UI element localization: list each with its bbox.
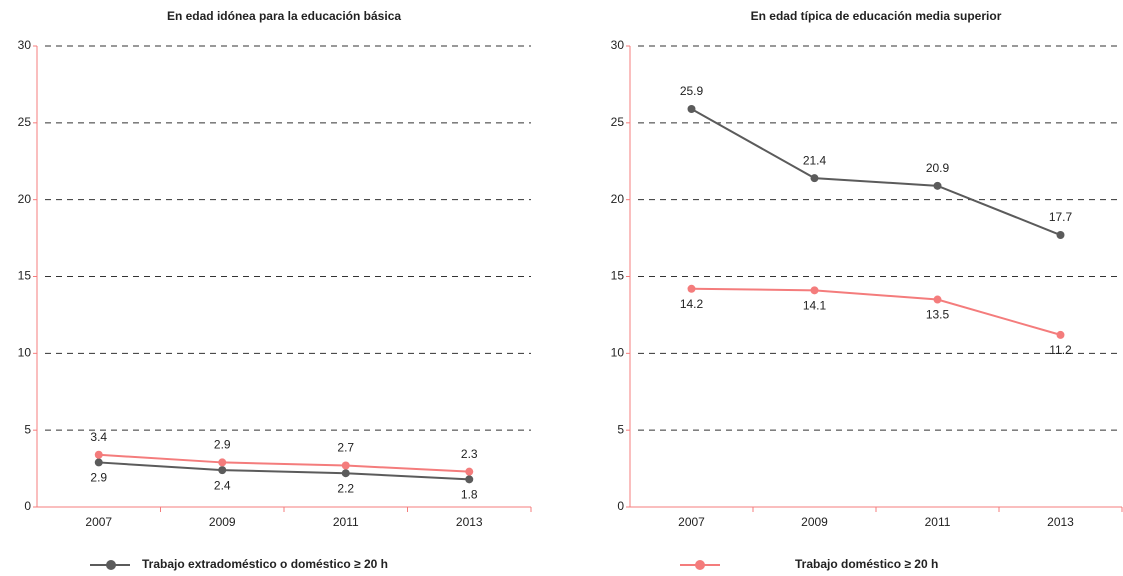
point [218,466,227,475]
point [94,458,103,467]
data-label: 1.8 [461,488,478,502]
point [1056,231,1065,240]
y-tick-label: 15 [18,269,32,283]
legend-marker [106,560,116,570]
y-tick-label: 20 [18,192,32,206]
data-label: 2.3 [461,447,478,461]
y-tick-label: 5 [617,422,624,436]
x-tick-label: 2007 [678,515,705,529]
y-tick-label: 10 [18,346,32,360]
data-label: 2.2 [337,481,354,495]
line [98,453,470,473]
data-label: 14.1 [803,299,827,313]
data-label: 25.9 [680,84,704,98]
point [341,461,350,470]
y-tick-label: 5 [24,422,31,436]
point [933,295,942,304]
data-label: 3.4 [90,430,107,444]
y-tick-label: 0 [617,499,624,513]
data-label: 17.7 [1049,210,1073,224]
point [687,284,696,293]
data-label: 20.9 [926,161,950,175]
y-tick-label: 25 [611,115,625,129]
y-tick-label: 0 [24,499,31,513]
data-label: 21.4 [803,153,827,167]
x-tick-label: 2009 [209,515,236,529]
data-label: 14.2 [680,297,704,311]
point [687,105,696,114]
x-tick-label: 2009 [801,515,828,529]
data-label: 2.9 [214,438,231,452]
data-label: 2.9 [90,471,107,485]
y-tick-label: 30 [18,38,32,52]
point [810,174,819,183]
point [465,475,474,484]
point [465,467,474,476]
point [933,181,942,190]
y-tick-label: 20 [611,192,625,206]
line [691,108,1061,236]
y-tick-label: 30 [611,38,625,52]
data-label: 2.4 [214,478,231,492]
chart-title: En edad típica de educación media superi… [751,9,1002,23]
legend-label: Trabajo extradoméstico o doméstico ≥ 20 … [142,557,388,571]
x-tick-label: 2007 [85,515,112,529]
point [94,450,103,459]
legend: Trabajo extradoméstico o doméstico ≥ 20 … [90,557,938,571]
x-tick-label: 2013 [456,515,483,529]
line [691,287,1061,336]
y-tick-label: 10 [611,346,625,360]
x-tick-label: 2013 [1047,515,1074,529]
line [98,461,470,481]
data-label: 13.5 [926,308,950,322]
data-label: 11.2 [1049,343,1072,357]
point [218,458,227,467]
x-tick-label: 2011 [333,515,359,529]
y-tick-label: 25 [18,115,32,129]
y-tick-label: 15 [611,269,625,283]
data-label: 2.7 [337,441,354,455]
x-tick-label: 2011 [925,515,951,529]
legend-label: Trabajo doméstico ≥ 20 h [795,557,938,571]
chart-title: En edad idónea para la educación básica [167,9,401,23]
point [810,286,819,295]
point [341,469,350,478]
legend-marker [695,560,705,570]
point [1056,330,1065,339]
